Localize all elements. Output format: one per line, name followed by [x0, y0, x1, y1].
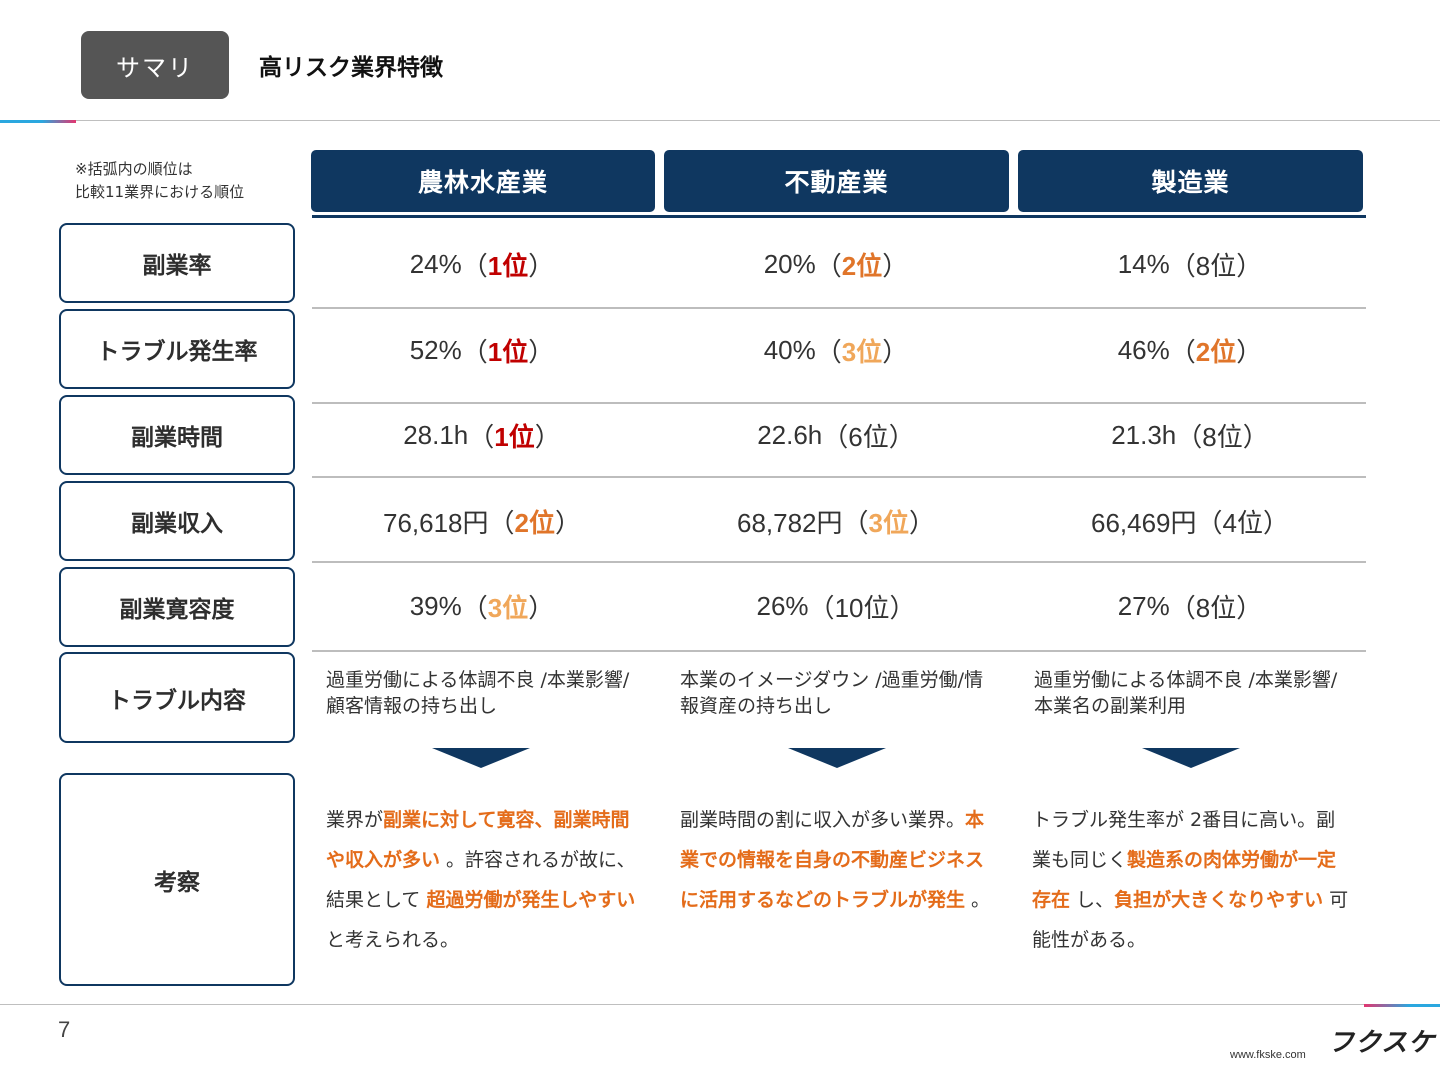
trouble-text-real-estate: 本業のイメージダウン /過重労働/情報資産の持ち出し — [680, 669, 984, 717]
row-label-insight: 考察 — [59, 773, 295, 986]
metric-value: 27% — [1117, 590, 1170, 621]
highlight-text: 副業に対して寛容、副業時間や収入が多い — [326, 809, 630, 871]
rank-label: 2位 — [514, 507, 555, 538]
metric-cell: 66,469円（4位） — [1013, 501, 1367, 541]
metric-value: 39% — [409, 590, 462, 621]
header-accent-bar — [0, 120, 76, 123]
insight-text: トラブル発生率が 2番目に高い。副業も同じく — [1032, 809, 1336, 871]
rank-label: 3位 — [868, 507, 909, 538]
metric-cell: 46% （2位） — [1013, 330, 1367, 370]
insight-text: 可能性がある。 — [1032, 889, 1349, 951]
metric-cell: 39% （3位） — [305, 586, 659, 626]
row-divider — [312, 476, 1366, 478]
row-divider — [312, 650, 1366, 652]
column-header-manufacturing: 製造業 — [1018, 150, 1363, 212]
insight-text-manufacturing: トラブル発生率が 2番目に高い。副業も同じく製造系の肉体労働が一定存在 し、負担… — [1032, 800, 1352, 960]
metric-value: 20% — [763, 248, 816, 279]
insight-text-real-estate: 副業時間の割に収入が多い業界。本業での情報を自身の不動産ビジネスに活用するなどの… — [680, 800, 1000, 920]
rank-label: 8位 — [1195, 250, 1237, 281]
rank-label: 8位 — [1195, 592, 1237, 623]
rank-label: 1位 — [494, 421, 535, 452]
insight-text: 業界が — [326, 809, 384, 831]
metric-cell: 28.1h （1位） — [305, 415, 659, 455]
rank-label: 10位 — [834, 592, 890, 623]
row-divider — [312, 307, 1366, 309]
header-divider — [0, 120, 1440, 121]
trouble-text-manufacturing: 過重労働による体調不良 /本業影響/本業名の副業利用 — [1034, 669, 1338, 717]
rank-note-line1: ※括弧内の順位は — [75, 160, 193, 178]
metric-value: 28.1h — [403, 419, 469, 450]
column-header-agriculture: 農林水産業 — [311, 150, 655, 212]
insight-text: 。許容されるが故に、結果として — [326, 849, 636, 911]
metric-cell: 24% （1位） — [305, 244, 659, 284]
metric-value: 52% — [409, 334, 462, 365]
down-arrow-icon — [1142, 748, 1240, 768]
metric-value: 24% — [409, 248, 462, 279]
row-label-side-job-income: 副業収入 — [59, 481, 295, 561]
highlight-text: 超過労働が発生しやすい — [426, 889, 636, 911]
section-tag: サマリ — [81, 31, 229, 99]
footer-accent-bar — [1364, 1004, 1440, 1007]
rank-label: 2位 — [841, 250, 883, 281]
rank-note-line2: 比較11業界における順位 — [75, 183, 245, 201]
down-arrow-icon — [432, 748, 530, 768]
header-rule — [312, 215, 1366, 218]
highlight-text: 本業での情報を自身の不動産ビジネスに活用するなどのトラブルが発生 — [680, 809, 985, 911]
metric-value: 46% — [1117, 334, 1170, 365]
metric-cell: 22.6h （6位） — [659, 415, 1013, 455]
metric-cell: 20% （2位） — [659, 244, 1013, 284]
brand-logo: フクスケ — [1328, 1028, 1436, 1058]
highlight-text: 負担が大きくなりやすい — [1114, 889, 1324, 911]
metric-value: 76,618円 — [382, 507, 489, 538]
row-divider — [312, 402, 1366, 404]
row-label-trouble-rate: トラブル発生率 — [59, 309, 295, 389]
website-url: www.fkske.com — [1230, 1049, 1306, 1061]
metric-value: 26% — [756, 590, 809, 621]
metric-cell: 26% （10位） — [659, 586, 1013, 626]
page-title: 高リスク業界特徴 — [259, 54, 443, 81]
rank-label: 1位 — [487, 250, 529, 281]
page-number: 7 — [58, 1017, 71, 1042]
metric-value: 40% — [763, 334, 816, 365]
rank-label: 3位 — [841, 336, 883, 367]
insight-text-agriculture: 業界が副業に対して寛容、副業時間や収入が多い 。許容されるが故に、結果として 超… — [326, 800, 646, 960]
column-header-real-estate: 不動産業 — [664, 150, 1009, 212]
metric-value: 14% — [1117, 248, 1170, 279]
insight-text: 副業時間の割に収入が多い業界。 — [680, 809, 966, 831]
metric-cell: 14% （8位） — [1013, 244, 1367, 284]
metric-cell: 27% （8位） — [1013, 586, 1367, 626]
insight-text: し、 — [1070, 889, 1115, 911]
row-divider — [312, 561, 1366, 563]
metric-value: 22.6h — [757, 419, 823, 450]
metric-value: 66,469円 — [1090, 507, 1197, 538]
rank-label: 4位 — [1222, 507, 1263, 538]
rank-note: ※括弧内の順位は 比較11業界における順位 — [75, 158, 244, 204]
highlight-text: 製造系の肉体労働が一定存在 — [1032, 849, 1337, 911]
rank-label: 6位 — [848, 421, 889, 452]
row-label-trouble-content: トラブル内容 — [59, 652, 295, 743]
metric-cell: 21.3h （8位） — [1013, 415, 1367, 455]
rank-label: 2位 — [1195, 336, 1237, 367]
insight-text: と考えられる。 — [326, 929, 460, 951]
down-arrow-icon — [788, 748, 886, 768]
row-label-tolerance: 副業寛容度 — [59, 567, 295, 647]
metric-value: 68,782円 — [736, 507, 843, 538]
insight-text: 。 — [965, 889, 991, 911]
rank-label: 8位 — [1202, 421, 1243, 452]
metric-cell: 40% （3位） — [659, 330, 1013, 370]
rank-label: 3位 — [487, 592, 529, 623]
rank-label: 1位 — [487, 336, 529, 367]
row-label-side-job-rate: 副業率 — [59, 223, 295, 303]
metric-cell: 52% （1位） — [305, 330, 659, 370]
row-label-side-job-hours: 副業時間 — [59, 395, 295, 475]
trouble-text-agriculture: 過重労働による体調不良 /本業影響/顧客情報の持ち出し — [326, 669, 630, 717]
metric-value: 21.3h — [1111, 419, 1177, 450]
footer-divider — [0, 1004, 1440, 1005]
metric-cell: 68,782円（3位） — [659, 501, 1013, 541]
metric-cell: 76,618円（2位） — [305, 501, 659, 541]
